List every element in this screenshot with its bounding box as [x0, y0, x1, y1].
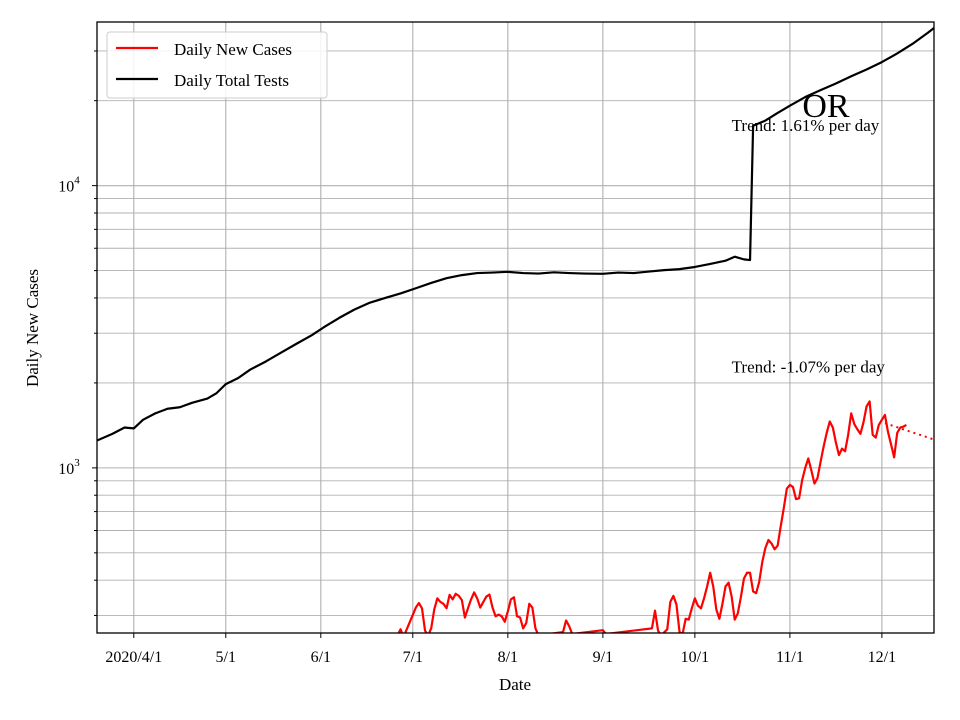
x-tick-label: 11/1 [776, 649, 804, 666]
x-tick-label: 12/1 [868, 649, 896, 666]
grid [97, 22, 934, 633]
trend-annotation-tests: Trend: 1.61% per day [732, 116, 880, 135]
series-line-tests [97, 27, 934, 442]
y-tick-label: 104 [58, 175, 80, 196]
legend-label-cases: Daily New Cases [174, 40, 292, 59]
plot-frame [96, 21, 935, 634]
series-line-cases [397, 400, 907, 633]
x-tick-label: 6/1 [311, 649, 331, 666]
annotations: Trend: 1.61% per day Trend: -1.07% per da… [732, 116, 886, 376]
x-tick-label: 5/1 [216, 649, 236, 666]
y-axis-label: Daily New Cases [23, 269, 42, 387]
x-tick-label: 7/1 [403, 649, 423, 666]
x-tick-label: 10/1 [681, 649, 709, 666]
series-layer [97, 27, 934, 633]
trend-annotation-cases: Trend: -1.07% per day [732, 357, 886, 376]
x-tick-label: 9/1 [593, 649, 613, 666]
ticks: 2020/4/1 5/1 6/1 7/1 8/1 9/1 10/1 11/1 12/110310… [58, 50, 896, 666]
state-label: OR [802, 88, 850, 125]
legend-label-tests: Daily Total Tests [174, 71, 289, 90]
y-tick-label-base: 10 [58, 461, 74, 478]
y-tick-label-exponent: 3 [74, 457, 80, 469]
y-tick-label-exponent: 4 [74, 175, 80, 187]
x-tick-label: 8/1 [498, 649, 518, 666]
y-tick-label: 103 [58, 457, 80, 478]
y-tick-label-base: 10 [58, 179, 74, 196]
legend-box [106, 31, 328, 99]
legend: Daily New Cases Daily Total Tests [106, 31, 328, 99]
x-tick-label: 2020/4/1 [105, 649, 162, 666]
x-axis-label: Date [499, 675, 531, 694]
trend-line-cases [884, 422, 934, 441]
